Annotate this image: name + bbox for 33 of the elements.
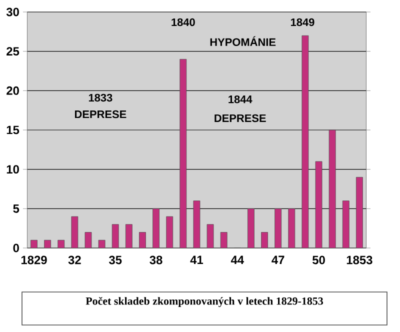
bar <box>288 208 296 248</box>
x-tick-label: 47 <box>272 256 284 264</box>
annotation: 1849 <box>290 18 314 26</box>
annotation: 1833 <box>88 94 112 102</box>
x-tick-label: 35 <box>108 256 122 264</box>
y-tick-label: 20 <box>6 86 19 95</box>
x-tick-label: 50 <box>312 256 325 264</box>
x-tick-label: 1829 <box>21 256 47 264</box>
x-tick-label: 38 <box>150 256 162 264</box>
bar <box>112 224 119 248</box>
x-tick-label: 41 <box>190 256 204 264</box>
annotation: HYPOMÁNIE <box>210 36 276 46</box>
bar <box>356 177 363 248</box>
y-tick-label: 25 <box>6 47 20 56</box>
y-tick-label: 15 <box>6 126 20 134</box>
text: Počet skladeb zkomponovaných v letech 1829-1853 <box>86 296 323 308</box>
bar <box>152 208 160 248</box>
annotation: 1844 <box>228 95 252 104</box>
bar <box>248 208 254 248</box>
bar <box>274 208 282 248</box>
bar <box>342 200 350 248</box>
y-tick-label: 30 <box>6 8 19 16</box>
annotation: DEPRESE <box>74 110 126 118</box>
x-tick-label: 44 <box>230 256 244 264</box>
x-tick-label: 32 <box>68 256 81 264</box>
bar <box>180 59 187 248</box>
bar <box>125 224 132 248</box>
y-tick-label: 0 <box>13 244 19 252</box>
y-tick-label: 10 <box>6 165 19 174</box>
x-tick-label: 1853 <box>346 256 372 264</box>
annotation: 1840 <box>172 18 195 26</box>
y-tick-label: 5 <box>13 204 20 213</box>
annotation: DEPRESE <box>214 114 266 122</box>
